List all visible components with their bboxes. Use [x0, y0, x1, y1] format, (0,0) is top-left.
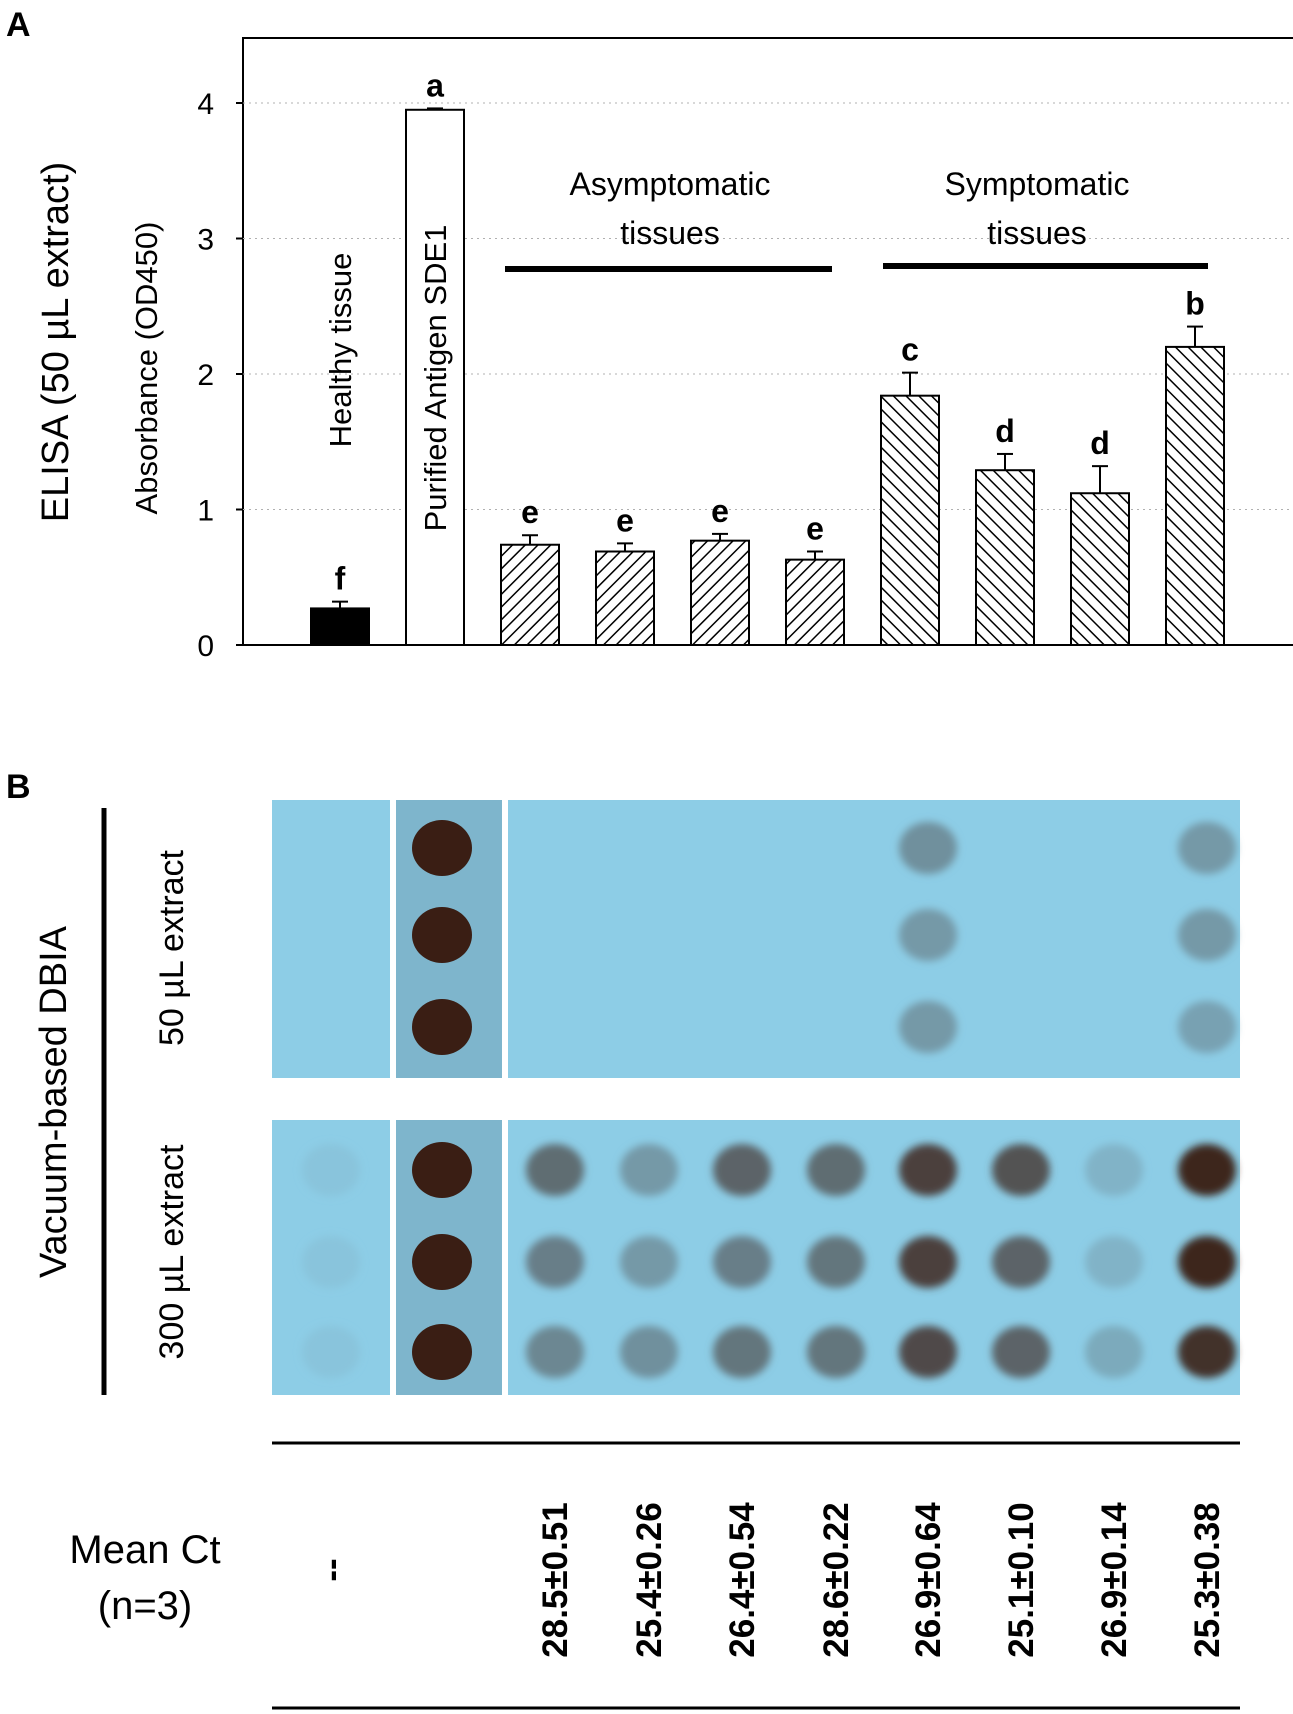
blot-spot-300ul-col8-rep1	[992, 1144, 1050, 1196]
blot-spot-300ul-col7-rep1	[899, 1144, 957, 1196]
group-label-symptomatic-line1: Symptomatic	[945, 166, 1130, 202]
blot-spot-50ul-col2-rep3	[412, 999, 472, 1055]
blot-spot-300ul-col5-rep3	[713, 1326, 771, 1378]
blot-spot-50ul-col7-rep1	[899, 822, 957, 874]
blot-spot-300ul-col8-rep3	[992, 1326, 1050, 1378]
y-axis-label-outer: ELISA (50 µL extract)	[35, 162, 77, 523]
panel-b-label: B	[6, 768, 31, 806]
bar-4	[595, 550, 655, 647]
bar-label-1: Healthy tissue	[323, 253, 358, 448]
group-label-asymptomatic-line1: Asymptomatic	[570, 166, 771, 202]
blot-spot-300ul-col3-rep1	[526, 1144, 584, 1196]
blot-spot-300ul-col5-rep2	[713, 1236, 771, 1288]
panel-a-label: A	[6, 6, 31, 44]
blot-spot-50ul-col7-rep2	[899, 909, 957, 961]
bar-5	[690, 539, 750, 646]
y-tick-label-2: 2	[197, 359, 214, 392]
bar-9	[1070, 492, 1130, 646]
blot-spot-50ul-col10-rep2	[1178, 909, 1236, 961]
mean-ct-value-6: 26.9±0.64	[909, 1502, 948, 1658]
bar-label-2: Purified Antigen SDE1	[418, 225, 453, 532]
significance-letter-9: d	[1090, 425, 1110, 461]
bars: f Healthy tissue a Purified Antigen SDE1 e e e…	[310, 67, 1225, 647]
mean-ct-value-8: 26.9±0.14	[1095, 1502, 1134, 1658]
blot-spot-300ul-col10-rep1	[1178, 1144, 1236, 1196]
y-tick-label-4: 4	[197, 88, 214, 121]
dbia-vertical-label: Vacuum-based DBIA	[33, 925, 75, 1278]
y-tick-label-3: 3	[197, 224, 214, 257]
mean-ct-value-9: 25.3±0.38	[1188, 1502, 1227, 1657]
membrane-50ul-segment-1	[272, 800, 390, 1078]
blot-spot-300ul-col1-rep1	[302, 1144, 360, 1196]
mean-ct-value-4: 26.4±0.54	[723, 1502, 762, 1658]
blot-spot-300ul-col1-rep2	[302, 1236, 360, 1288]
bar-10	[1165, 345, 1225, 646]
blot-spot-300ul-col3-rep2	[526, 1236, 584, 1288]
significance-letter-8: d	[995, 413, 1015, 449]
y-axis-ticks: 0 1 2 3 4	[197, 88, 243, 663]
blot-spot-300ul-col4-rep3	[620, 1326, 678, 1378]
y-tick-label-0: 0	[197, 630, 214, 663]
mean-ct-n-label: (n=3)	[98, 1584, 193, 1628]
blot-spot-300ul-col9-rep2	[1085, 1236, 1143, 1288]
significance-letter-3: e	[521, 494, 539, 530]
blot-spot-50ul-col7-rep3	[899, 1001, 957, 1053]
significance-letter-6: e	[806, 511, 824, 547]
blot-spot-300ul-col4-rep2	[620, 1236, 678, 1288]
y-axis-label-inner: Absorbance (OD450)	[129, 222, 164, 515]
blot-spot-300ul-col9-rep1	[1085, 1144, 1143, 1196]
blot-spot-300ul-col2-rep3	[412, 1324, 472, 1380]
blot-spot-300ul-col7-rep2	[899, 1236, 957, 1288]
significance-letter-1: f	[335, 561, 346, 597]
blot-spot-300ul-col9-rep3	[1085, 1326, 1143, 1378]
blot-spot-50ul-col2-rep2	[412, 907, 472, 963]
blot-spot-300ul-col2-rep1	[412, 1142, 472, 1198]
mean-ct-label: Mean Ct	[69, 1528, 220, 1572]
grid-lines	[243, 102, 1293, 510]
mean-ct-value-2: 28.5±0.51	[536, 1502, 575, 1657]
significance-letter-5: e	[711, 493, 729, 529]
blot-spot-300ul-col10-rep3	[1178, 1326, 1236, 1378]
blot-spot-50ul-col2-rep1	[412, 820, 472, 876]
dot-blot-membranes	[272, 800, 1240, 1395]
group-label-symptomatic-line2: tissues	[987, 215, 1087, 251]
bar-8	[975, 469, 1035, 646]
bar-6	[785, 558, 845, 647]
plot-frame	[242, 37, 1293, 646]
blot-spot-300ul-col3-rep3	[526, 1326, 584, 1378]
mean-ct-values: -- 28.5±0.51 25.4±0.26 26.4±0.54 28.6±0.22 26…	[312, 1502, 1227, 1658]
blot-spot-300ul-col1-rep3	[302, 1326, 360, 1378]
mean-ct-value-7: 25.1±0.10	[1002, 1502, 1041, 1657]
significance-letter-10: b	[1185, 286, 1205, 322]
bar-7	[880, 394, 940, 646]
row-label-300ul: 300 µL extract	[153, 1144, 191, 1359]
blot-spot-50ul-col10-rep1	[1178, 822, 1236, 874]
blot-spot-300ul-col7-rep3	[899, 1326, 957, 1378]
group-label-asymptomatic-line2: tissues	[620, 215, 720, 251]
blot-spot-300ul-col2-rep2	[412, 1234, 472, 1290]
blot-spot-300ul-col8-rep2	[992, 1236, 1050, 1288]
elisa-bar-chart: 0 1 2 3 4 f Healthy tissue a Purified Antigen S…	[197, 37, 1293, 663]
significance-letter-4: e	[616, 502, 634, 538]
row-label-50ul: 50 µL extract	[153, 849, 191, 1046]
bar-1	[310, 607, 370, 646]
bar-3	[500, 543, 560, 646]
blot-spot-300ul-col6-rep1	[807, 1144, 865, 1196]
blot-spot-300ul-col6-rep2	[807, 1236, 865, 1288]
blot-spot-50ul-col10-rep3	[1178, 1001, 1236, 1053]
y-tick-label-1: 1	[197, 495, 214, 528]
mean-ct-value-5: 28.6±0.22	[817, 1502, 856, 1657]
mean-ct-value-1: --	[312, 1558, 351, 1581]
membrane-50ul-segment-3	[508, 800, 1240, 1078]
blot-spot-300ul-col6-rep3	[807, 1326, 865, 1378]
blot-spot-300ul-col5-rep1	[713, 1144, 771, 1196]
blot-spot-300ul-col10-rep2	[1178, 1236, 1236, 1288]
blot-spot-300ul-col4-rep1	[620, 1144, 678, 1196]
significance-letter-2: a	[426, 67, 444, 103]
mean-ct-value-3: 25.4±0.26	[630, 1502, 669, 1657]
significance-letter-7: c	[901, 332, 919, 368]
